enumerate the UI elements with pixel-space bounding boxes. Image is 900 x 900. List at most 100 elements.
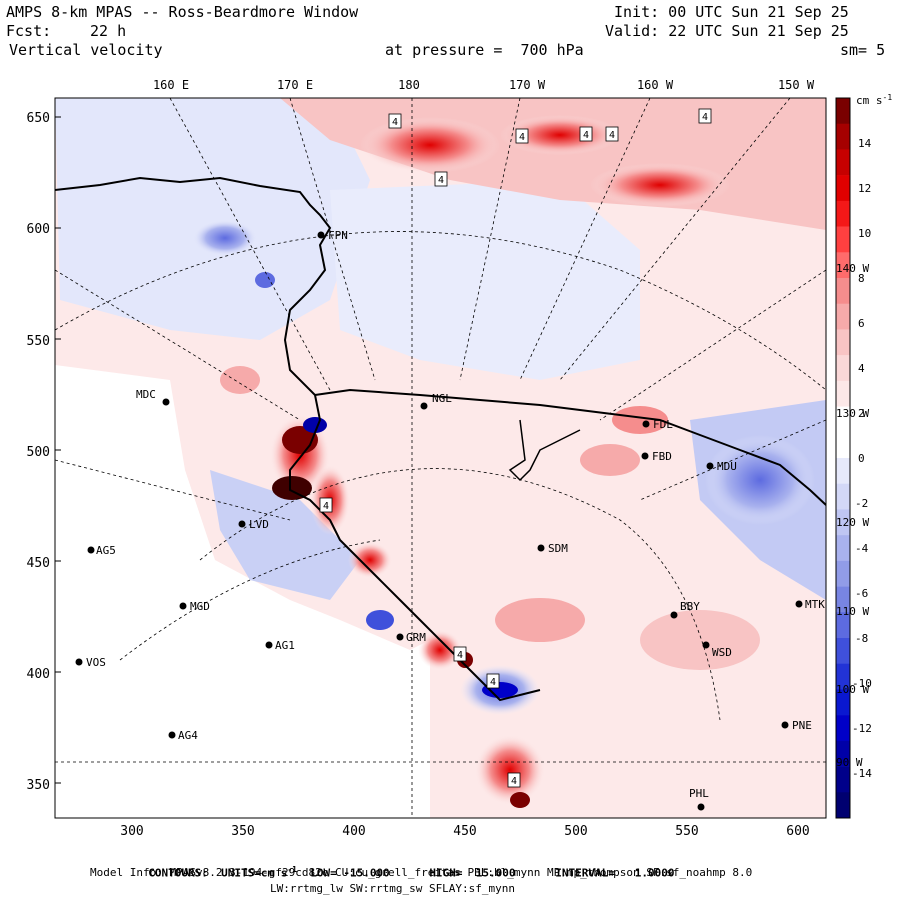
colorbar-swatch [836, 560, 850, 587]
station-ag4[interactable]: AG4 [168, 729, 199, 742]
smoothing: sm= 5 [840, 41, 886, 59]
colorbar-swatch [836, 740, 850, 767]
svg-text:FBD: FBD [652, 450, 672, 463]
svg-text:FDL: FDL [653, 418, 673, 431]
station-fpn[interactable]: FPN [317, 229, 348, 242]
contours-range: LOW= -15.000 HIGH= 15.000 INTERVAL= 1.00… [296, 866, 675, 880]
no-data-region [55, 365, 430, 818]
colorbar-swatch [836, 303, 850, 330]
svg-text:350: 350 [27, 778, 50, 793]
svg-text:-10: -10 [852, 677, 872, 690]
map-frame [54, 97, 827, 819]
svg-text:350: 350 [231, 824, 254, 839]
contour-label: 4 [319, 497, 333, 513]
colorbar-swatch [836, 483, 850, 510]
colorbar-swatch [836, 175, 850, 202]
colorbar-swatch [836, 586, 850, 613]
left-axis: 650 600 550 500 450 400 350 [27, 111, 61, 793]
contours-units: CONTOURS: UNITS=cm s [148, 866, 288, 880]
station-fdl[interactable]: FDL [642, 418, 674, 431]
svg-text:4: 4 [392, 117, 398, 128]
station-ag5[interactable]: AG5 [87, 544, 116, 557]
field-name: Vertical velocity [9, 41, 163, 59]
svg-text:-8: -8 [855, 632, 868, 645]
svg-text:SDM: SDM [548, 542, 568, 555]
colorbar-swatch [836, 766, 850, 793]
svg-text:170 W: 170 W [509, 78, 546, 92]
station-mdc[interactable]: MDC [136, 388, 170, 406]
colorbar-swatch [836, 663, 850, 690]
colorbar-swatch [836, 149, 850, 176]
svg-text:4: 4 [583, 130, 589, 141]
svg-text:4: 4 [858, 362, 865, 375]
blue-region-coast [210, 470, 360, 600]
station-grm[interactable]: GRM [396, 631, 427, 644]
contour-label: 4 [453, 646, 467, 662]
station-mdu[interactable]: MDU [706, 460, 737, 473]
svg-text:400: 400 [27, 667, 50, 682]
station-lvd[interactable]: LVD [238, 518, 269, 531]
svg-text:500: 500 [564, 824, 587, 839]
contour-label: 4 [579, 126, 593, 142]
init-time: Init: 00 UTC Sun 21 Sep 25 [614, 3, 849, 21]
station-mgd[interactable]: MGD [179, 600, 210, 613]
svg-text:170 E: 170 E [277, 78, 313, 92]
svg-text:FPN: FPN [328, 229, 348, 242]
colorbar-swatch [836, 432, 850, 459]
svg-text:AG1: AG1 [275, 639, 295, 652]
colorbar-swatch [836, 689, 850, 716]
svg-text:130 W: 130 W [836, 407, 869, 420]
graticule [55, 98, 826, 818]
svg-text:AG4: AG4 [178, 729, 198, 742]
svg-text:PNE: PNE [792, 719, 812, 732]
svg-text:VOS: VOS [86, 656, 106, 669]
svg-text:4: 4 [438, 175, 444, 186]
svg-text:4: 4 [511, 776, 517, 787]
station-ag1[interactable]: AG1 [265, 639, 295, 652]
contour-label: 4 [388, 113, 402, 129]
svg-text:140 W: 140 W [836, 262, 869, 275]
station-wsd[interactable]: WSD [702, 641, 732, 660]
colorbar-labels: cm s-1 14 12 10 8 6 4 2 0 -2 -4 -6 -8 -1… [852, 93, 892, 780]
svg-text:160 E: 160 E [153, 78, 189, 92]
contour-label: 4 [515, 128, 529, 144]
station-ngl[interactable]: NGL [420, 392, 453, 410]
svg-text:500: 500 [27, 445, 50, 460]
svg-text:NGL: NGL [432, 392, 452, 405]
svg-text:LVD: LVD [249, 518, 269, 531]
colorbar-swatch [836, 792, 850, 819]
right-longitude-labels: 140 W 130 W 120 W 110 W 100 W 90 W [836, 262, 869, 769]
colorbar [835, 97, 851, 819]
svg-text:MGD: MGD [190, 600, 210, 613]
station-fbd[interactable]: FBD [641, 450, 672, 463]
colorbar-swatch [836, 98, 850, 125]
svg-text:14: 14 [858, 137, 872, 150]
svg-text:12: 12 [858, 182, 871, 195]
station-vos[interactable]: VOS [75, 656, 106, 669]
contours-units-exp: -1 [287, 865, 297, 874]
station-pne[interactable]: PNE [781, 719, 812, 732]
station-sdm[interactable]: SDM [537, 542, 569, 555]
colorbar-swatch [836, 252, 850, 279]
svg-text:4: 4 [323, 501, 329, 512]
svg-text:400: 400 [342, 824, 365, 839]
svg-text:650: 650 [27, 111, 50, 126]
svg-text:BBY: BBY [680, 600, 700, 613]
radiation-info: LW:rrtmg_lw SW:rrtmg_sw SFLAY:sf_mynn [270, 882, 516, 895]
svg-text:-14: -14 [852, 767, 872, 780]
station-mtk[interactable]: MTK [795, 598, 826, 611]
svg-text:450: 450 [27, 556, 50, 571]
svg-text:550: 550 [675, 824, 698, 839]
svg-text:4: 4 [519, 132, 525, 143]
svg-text:90 W: 90 W [836, 756, 863, 769]
contour-label: 4 [507, 772, 521, 788]
colorbar-swatch [836, 458, 850, 485]
forecast-label: Fcst: [6, 22, 52, 40]
colorbar-swatch [836, 123, 850, 150]
station-phl[interactable]: PHL [689, 787, 709, 811]
title: AMPS 8-km MPAS -- Ross-Beardmore Window [6, 3, 359, 21]
station-bby[interactable]: BBY [670, 600, 701, 619]
svg-text:120 W: 120 W [836, 516, 869, 529]
svg-text:8: 8 [858, 272, 865, 285]
